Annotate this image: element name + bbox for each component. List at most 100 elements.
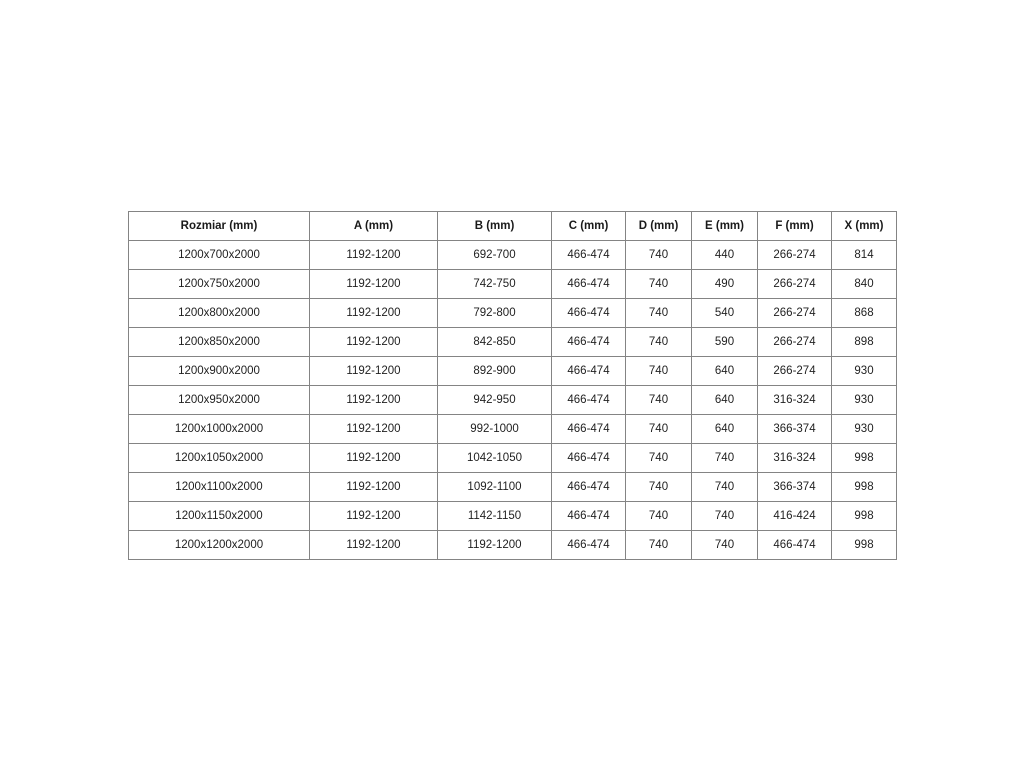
- table-cell: 1192-1200: [309, 472, 438, 502]
- table-cell: 1192-1200: [309, 327, 438, 357]
- dimension-table: Rozmiar (mm) A (mm) B (mm) C (mm) D (mm) E (m…: [128, 211, 897, 560]
- table-cell: 1200x900x2000: [128, 356, 310, 386]
- table-cell: 1200x1200x2000: [128, 530, 310, 560]
- table-cell: 1142-1150: [437, 501, 552, 531]
- table-cell: 892-900: [437, 356, 552, 386]
- column-header: C (mm): [551, 211, 626, 241]
- table-cell: 1192-1200: [309, 298, 438, 328]
- table-cell: 316-324: [757, 443, 832, 473]
- table-body: 1200x700x2000 1192-1200 692-700 466-474 740 4…: [128, 240, 897, 560]
- table-cell: 490: [691, 269, 758, 299]
- table-cell: 466-474: [551, 530, 626, 560]
- table-cell: 1200x800x2000: [128, 298, 310, 328]
- table-row: 1200x1150x2000 1192-1200 1142-1150 466-474 7…: [128, 501, 897, 531]
- table-cell: 740: [625, 443, 692, 473]
- column-header: E (mm): [691, 211, 758, 241]
- table-cell: 466-474: [551, 269, 626, 299]
- table-cell: 466-474: [551, 443, 626, 473]
- table-row: 1200x950x2000 1192-1200 942-950 466-474 740 6…: [128, 385, 897, 415]
- table-cell: 740: [625, 530, 692, 560]
- table-cell: 740: [625, 501, 692, 531]
- table-cell: 416-424: [757, 501, 832, 531]
- column-header: F (mm): [757, 211, 832, 241]
- table-cell: 842-850: [437, 327, 552, 357]
- column-header: Rozmiar (mm): [128, 211, 310, 241]
- table-cell: 740: [625, 414, 692, 444]
- table-cell: 740: [625, 472, 692, 502]
- table-cell: 366-374: [757, 414, 832, 444]
- table-cell: 740: [625, 356, 692, 386]
- table-row: 1200x850x2000 1192-1200 842-850 466-474 740 5…: [128, 327, 897, 357]
- table-cell: 466-474: [551, 327, 626, 357]
- table-cell: 868: [831, 298, 897, 328]
- table-row: 1200x1050x2000 1192-1200 1042-1050 466-474 7…: [128, 443, 897, 473]
- dimension-table-container: Rozmiar (mm) A (mm) B (mm) C (mm) D (mm) E (m…: [128, 211, 897, 560]
- table-cell: 1192-1200: [437, 530, 552, 560]
- table-cell: 1200x1050x2000: [128, 443, 310, 473]
- table-cell: 466-474: [551, 298, 626, 328]
- table-cell: 1192-1200: [309, 240, 438, 270]
- table-cell: 466-474: [551, 501, 626, 531]
- table-cell: 1192-1200: [309, 269, 438, 299]
- table-cell: 740: [691, 443, 758, 473]
- column-header: A (mm): [309, 211, 438, 241]
- column-header: X (mm): [831, 211, 897, 241]
- table-cell: 1200x1150x2000: [128, 501, 310, 531]
- table-cell: 316-324: [757, 385, 832, 415]
- table-cell: 998: [831, 501, 897, 531]
- table-cell: 466-474: [551, 385, 626, 415]
- table-cell: 440: [691, 240, 758, 270]
- table-cell: 740: [691, 472, 758, 502]
- table-cell: 792-800: [437, 298, 552, 328]
- table-cell: 740: [625, 240, 692, 270]
- table-row: 1200x1000x2000 1192-1200 992-1000 466-474 74…: [128, 414, 897, 444]
- table-cell: 1200x1100x2000: [128, 472, 310, 502]
- table-cell: 1192-1200: [309, 385, 438, 415]
- table-cell: 930: [831, 385, 897, 415]
- table-cell: 1192-1200: [309, 356, 438, 386]
- table-cell: 692-700: [437, 240, 552, 270]
- table-cell: 740: [691, 501, 758, 531]
- table-row: 1200x750x2000 1192-1200 742-750 466-474 740 4…: [128, 269, 897, 299]
- column-header: B (mm): [437, 211, 552, 241]
- table-cell: 992-1000: [437, 414, 552, 444]
- table-cell: 266-274: [757, 327, 832, 357]
- table-cell: 266-274: [757, 240, 832, 270]
- table-cell: 1192-1200: [309, 501, 438, 531]
- table-cell: 1092-1100: [437, 472, 552, 502]
- table-cell: 266-274: [757, 298, 832, 328]
- table-cell: 640: [691, 356, 758, 386]
- table-cell: 930: [831, 356, 897, 386]
- table-cell: 898: [831, 327, 897, 357]
- table-row: 1200x800x2000 1192-1200 792-800 466-474 740 5…: [128, 298, 897, 328]
- table-cell: 1200x1000x2000: [128, 414, 310, 444]
- table-cell: 742-750: [437, 269, 552, 299]
- table-cell: 740: [625, 327, 692, 357]
- table-cell: 466-474: [551, 472, 626, 502]
- table-row: 1200x1200x2000 1192-1200 1192-1200 466-474 7…: [128, 530, 897, 560]
- table-cell: 466-474: [757, 530, 832, 560]
- table-cell: 466-474: [551, 240, 626, 270]
- table-cell: 540: [691, 298, 758, 328]
- table-cell: 1192-1200: [309, 414, 438, 444]
- table-cell: 266-274: [757, 356, 832, 386]
- table-cell: 466-474: [551, 414, 626, 444]
- table-row: 1200x1100x2000 1192-1200 1092-1100 466-474 7…: [128, 472, 897, 502]
- table-cell: 590: [691, 327, 758, 357]
- table-cell: 1192-1200: [309, 443, 438, 473]
- table-cell: 640: [691, 385, 758, 415]
- table-cell: 840: [831, 269, 897, 299]
- table-cell: 1200x850x2000: [128, 327, 310, 357]
- table-cell: 998: [831, 443, 897, 473]
- table-cell: 998: [831, 472, 897, 502]
- table-cell: 366-374: [757, 472, 832, 502]
- table-cell: 930: [831, 414, 897, 444]
- table-cell: 998: [831, 530, 897, 560]
- header-row: Rozmiar (mm) A (mm) B (mm) C (mm) D (mm) E (m…: [128, 211, 897, 241]
- table-cell: 1200x700x2000: [128, 240, 310, 270]
- table-row: 1200x900x2000 1192-1200 892-900 466-474 740 6…: [128, 356, 897, 386]
- table-cell: 942-950: [437, 385, 552, 415]
- column-header: D (mm): [625, 211, 692, 241]
- table-cell: 466-474: [551, 356, 626, 386]
